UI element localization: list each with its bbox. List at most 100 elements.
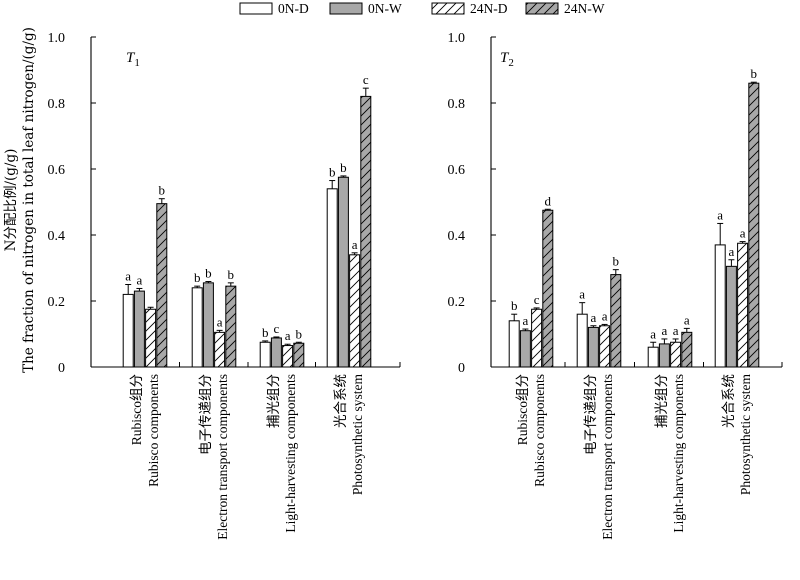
significance-letter: a xyxy=(662,323,668,338)
category-label-en: Light-harvesting components xyxy=(671,374,686,533)
y-tick-label: 1.0 xyxy=(448,31,466,46)
panel-title-subscript: 1 xyxy=(134,57,140,69)
bar-0n-w xyxy=(270,337,282,368)
legend-label-0n-w: 0N-W xyxy=(368,1,402,16)
bar-0n-w xyxy=(133,290,145,368)
significance-letter: a xyxy=(591,310,597,325)
significance-letter: b xyxy=(511,298,518,313)
y-tick-label: 0.4 xyxy=(448,229,466,244)
significance-letter: b xyxy=(228,267,235,282)
bar-24n-d xyxy=(349,254,361,368)
significance-letter: b xyxy=(613,254,620,269)
category-label-en: Photosynthetic system xyxy=(350,374,365,496)
legend-label-24n-d: 24N-D xyxy=(470,1,508,16)
category-label-en: Electron transport components xyxy=(600,374,615,540)
significance-letter: c xyxy=(274,321,280,336)
significance-letter: a xyxy=(137,272,143,287)
category-label-cn: Rubisco组分 xyxy=(515,374,530,445)
significance-letter: a xyxy=(523,313,529,328)
significance-letter: a xyxy=(125,269,131,284)
category-label-cn: 光合系统 xyxy=(721,374,736,428)
significance-letter: c xyxy=(363,72,369,87)
y-tick-label: 0.2 xyxy=(448,295,466,310)
significance-letter: a xyxy=(650,326,656,341)
bar-0n-w xyxy=(202,282,214,368)
y-tick-label: 0.8 xyxy=(48,97,66,112)
y-tick-label: 0.2 xyxy=(48,295,66,310)
y-axis-label-cn: N分配比例/(g/g) xyxy=(3,149,19,252)
significance-letter: b xyxy=(194,270,201,285)
category-label-cn: Rubisco组分 xyxy=(129,374,144,445)
bar-0n-d xyxy=(259,341,271,368)
significance-letter: b xyxy=(296,326,303,341)
bar-24n-w xyxy=(681,331,693,368)
bar-0n-w xyxy=(337,176,349,368)
legend: 0N-D 0N-W 24N-D 24N-W xyxy=(239,1,605,16)
bar-0n-w xyxy=(587,326,599,368)
category-label-cn: 电子传递组分 xyxy=(583,374,598,455)
significance-letter: b xyxy=(262,325,269,340)
bar-24n-d xyxy=(531,308,543,368)
legend-swatch-0n-d xyxy=(239,2,273,15)
significance-letter: a xyxy=(352,237,358,252)
legend-swatch-0n-w xyxy=(329,2,363,15)
bar-24n-d xyxy=(737,242,749,368)
bar-0n-w xyxy=(658,343,670,368)
bar-24n-w xyxy=(225,285,237,368)
category-label-en: Electron transport components xyxy=(215,374,230,540)
bar-0n-d xyxy=(576,313,588,368)
legend-label-24n-w: 24N-W xyxy=(564,1,605,16)
panel-title: T2 xyxy=(500,50,514,69)
y-tick-label: 0.8 xyxy=(448,97,466,112)
bar-24n-w xyxy=(156,203,168,368)
significance-letter: d xyxy=(545,193,552,208)
significance-letter: b xyxy=(340,160,347,175)
bar-24n-w xyxy=(610,274,622,368)
significance-letter: b xyxy=(751,66,758,81)
significance-letter: b xyxy=(159,183,166,198)
bar-24n-w xyxy=(293,342,305,368)
bar-0n-d xyxy=(326,188,338,368)
category-label-en: Rubisco components xyxy=(532,374,547,487)
legend-swatch-24n-w xyxy=(525,2,559,15)
bar-24n-d xyxy=(145,308,157,368)
bar-0n-w xyxy=(519,330,531,368)
panel-title: T1 xyxy=(126,50,140,69)
significance-letter: a xyxy=(579,287,585,302)
bar-24n-d xyxy=(282,345,294,368)
significance-letter: c xyxy=(534,292,540,307)
y-tick-label: 0.6 xyxy=(48,163,66,178)
category-label-cn: 光合系统 xyxy=(333,374,348,428)
bar-24n-d xyxy=(599,325,611,368)
significance-letter: a xyxy=(602,308,608,323)
legend-label-0n-d: 0N-D xyxy=(278,1,309,16)
bar-24n-w xyxy=(360,95,372,368)
y-axis-label-en: The fraction of nitrogen in total leaf n… xyxy=(21,27,37,373)
bar-0n-d xyxy=(647,346,659,368)
y-tick-label: 0.6 xyxy=(448,163,466,178)
bar-0n-d xyxy=(508,320,520,368)
category-label-en: Photosynthetic system xyxy=(738,374,753,496)
category-label-cn: 捕光组分 xyxy=(654,374,669,428)
y-tick-label: 0.4 xyxy=(48,229,66,244)
bar-24n-d xyxy=(670,341,682,368)
bar-0n-d xyxy=(191,287,203,368)
category-label-cn: 捕光组分 xyxy=(266,374,281,428)
category-label-cn: 电子传递组分 xyxy=(198,374,213,455)
bar-24n-d xyxy=(214,331,226,368)
significance-letter: b xyxy=(329,165,336,180)
bar-0n-w xyxy=(725,265,737,368)
bar-0n-d xyxy=(714,244,726,368)
significance-letter: a xyxy=(684,312,690,327)
y-axis-label: N分配比例/(g/g) The fraction of nitrogen in … xyxy=(3,27,37,373)
significance-letter: b xyxy=(205,266,212,281)
bar-24n-w xyxy=(542,209,554,368)
category-label-en: Light-harvesting components xyxy=(283,374,298,533)
y-tick-label: 1.0 xyxy=(48,31,66,46)
significance-letter: a xyxy=(285,328,291,343)
legend-swatch-24n-d xyxy=(431,2,465,15)
